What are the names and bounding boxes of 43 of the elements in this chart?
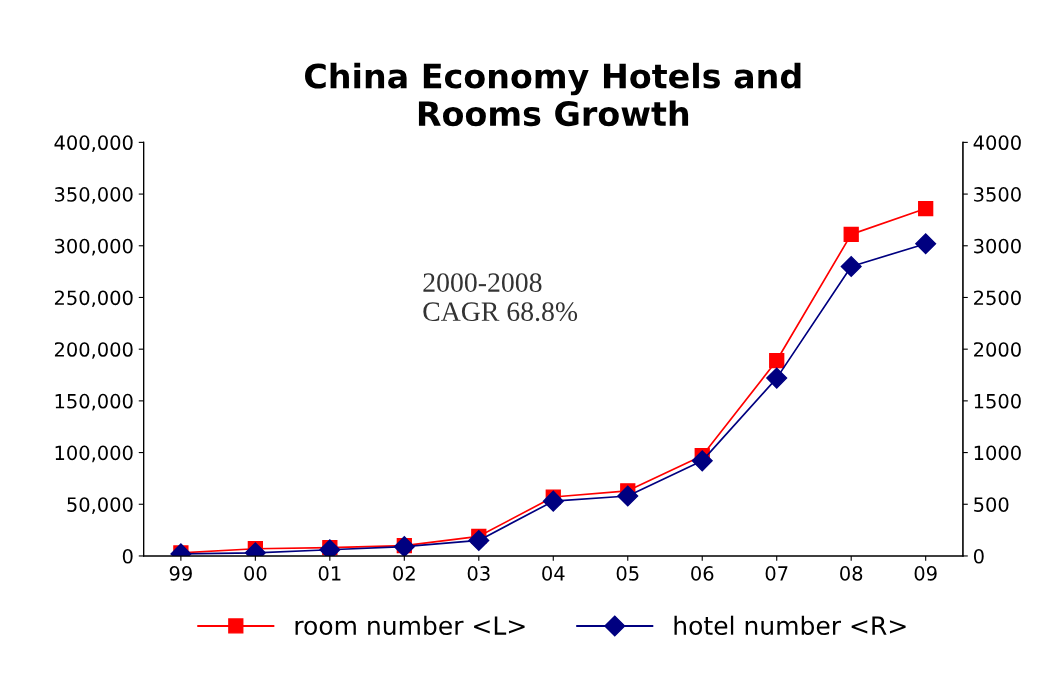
- y2-tick-label: 0: [973, 548, 984, 564]
- y2-tick-label: 3000: [974, 238, 1021, 254]
- legend-label: hotel number <R>: [674, 615, 906, 636]
- y2-tick-label: 1000: [974, 445, 1021, 461]
- y-tick-label: 150,000: [55, 393, 133, 411]
- point: [769, 352, 785, 369]
- y2-tick-label: 3500: [974, 187, 1021, 202]
- y2-tick-label: 2500: [974, 290, 1021, 306]
- annotation: 2000-2008 CAGR 68.8%: [423, 273, 578, 322]
- x-tick-label: 05: [616, 566, 639, 581]
- y-tick-label: 300,000: [54, 238, 133, 256]
- point: [843, 226, 859, 243]
- point: [766, 367, 788, 389]
- y-tick-label: 400,000: [54, 135, 133, 153]
- legend-label: room number <L>: [295, 615, 525, 636]
- y-tick-label: 100,000: [55, 445, 133, 463]
- x-tick-label: 04: [542, 566, 565, 581]
- point: [542, 490, 564, 512]
- y-tick-label: 200,000: [54, 342, 133, 359]
- y-tick-label: 50,000: [67, 497, 133, 514]
- x-tick-label: 08: [840, 566, 863, 581]
- x-tick-label: 03: [467, 566, 490, 581]
- point: [915, 233, 937, 255]
- point: [617, 485, 639, 507]
- y2-tick-label: 500: [974, 497, 1009, 512]
- x-tick-label: 00: [244, 566, 267, 581]
- point: [691, 450, 713, 472]
- point: [918, 200, 934, 217]
- x-tick-label: 02: [393, 566, 415, 581]
- x-tick-label: 09: [914, 566, 937, 581]
- point: [840, 255, 862, 277]
- y-tick-label: 350,000: [54, 187, 133, 204]
- x-tick-label: 99: [169, 566, 192, 581]
- y2-tick-label: 4000: [973, 135, 1021, 151]
- x-tick-label: 07: [765, 566, 788, 581]
- y-tick-label: 0: [122, 548, 133, 564]
- chart-title: China Economy Hotels and Rooms Growth: [305, 62, 801, 127]
- y2-tick-label: 1500: [974, 393, 1021, 409]
- x-tick-label: 01: [318, 566, 341, 581]
- point: [468, 529, 490, 551]
- y-tick-label: 250,000: [54, 290, 133, 308]
- x-tick-label: 06: [691, 566, 714, 581]
- y2-tick-label: 2000: [974, 342, 1021, 357]
